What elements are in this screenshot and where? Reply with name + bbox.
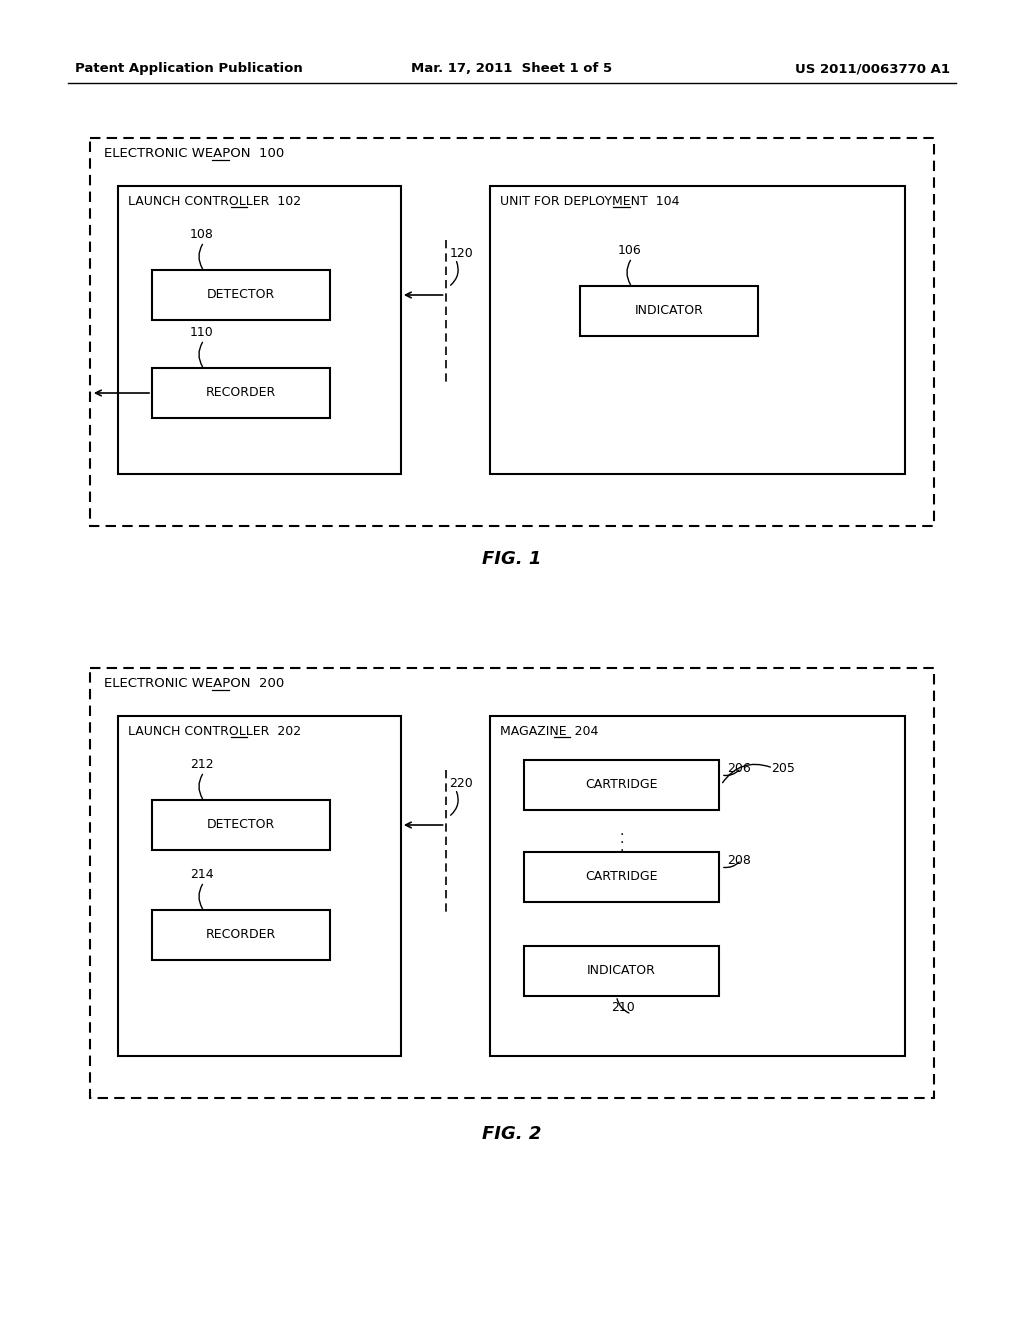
Text: Patent Application Publication: Patent Application Publication — [75, 62, 303, 75]
Bar — [118, 186, 401, 474]
Text: MAGAZINE  204: MAGAZINE 204 — [500, 725, 598, 738]
Bar — [152, 271, 330, 319]
Text: DETECTOR: DETECTOR — [207, 289, 275, 301]
Text: 110: 110 — [190, 326, 214, 339]
Text: ELECTRONIC WEAPON  100: ELECTRONIC WEAPON 100 — [104, 147, 285, 160]
Text: UNIT FOR DEPLOYMENT  104: UNIT FOR DEPLOYMENT 104 — [500, 195, 680, 209]
Text: 214: 214 — [190, 869, 214, 880]
Text: Mar. 17, 2011  Sheet 1 of 5: Mar. 17, 2011 Sheet 1 of 5 — [412, 62, 612, 75]
Bar — [152, 909, 330, 960]
Text: 210: 210 — [611, 1001, 635, 1014]
Text: CARTRIDGE: CARTRIDGE — [586, 779, 657, 792]
Text: 205: 205 — [771, 762, 795, 775]
Text: RECORDER: RECORDER — [206, 387, 276, 400]
Text: LAUNCH CONTROLLER  102: LAUNCH CONTROLLER 102 — [128, 195, 301, 209]
Bar — [490, 186, 905, 474]
Text: 212: 212 — [190, 758, 214, 771]
Bar — [90, 668, 934, 1098]
Text: 208: 208 — [727, 854, 751, 867]
Text: RECORDER: RECORDER — [206, 928, 276, 941]
Bar — [524, 946, 719, 997]
Bar — [490, 715, 905, 1056]
Text: LAUNCH CONTROLLER  202: LAUNCH CONTROLLER 202 — [128, 725, 301, 738]
Bar — [524, 851, 719, 902]
Text: FIG. 1: FIG. 1 — [482, 550, 542, 568]
Bar — [152, 368, 330, 418]
Text: CARTRIDGE: CARTRIDGE — [586, 870, 657, 883]
Text: 220: 220 — [450, 777, 473, 789]
Text: FIG. 2: FIG. 2 — [482, 1125, 542, 1143]
Bar — [524, 760, 719, 810]
Text: US 2011/0063770 A1: US 2011/0063770 A1 — [795, 62, 950, 75]
Text: INDICATOR: INDICATOR — [635, 305, 703, 318]
Bar — [90, 139, 934, 525]
Text: 108: 108 — [190, 228, 214, 242]
Text: 120: 120 — [450, 247, 473, 260]
Bar — [580, 286, 758, 337]
Text: INDICATOR: INDICATOR — [587, 965, 656, 978]
Text: ELECTRONIC WEAPON  200: ELECTRONIC WEAPON 200 — [104, 677, 285, 690]
Bar — [118, 715, 401, 1056]
Text: 106: 106 — [618, 244, 642, 257]
Bar — [152, 800, 330, 850]
Text: .: . — [620, 840, 624, 854]
Text: .: . — [620, 832, 624, 846]
Text: .: . — [620, 824, 624, 838]
Text: 206: 206 — [727, 762, 751, 775]
Text: DETECTOR: DETECTOR — [207, 818, 275, 832]
